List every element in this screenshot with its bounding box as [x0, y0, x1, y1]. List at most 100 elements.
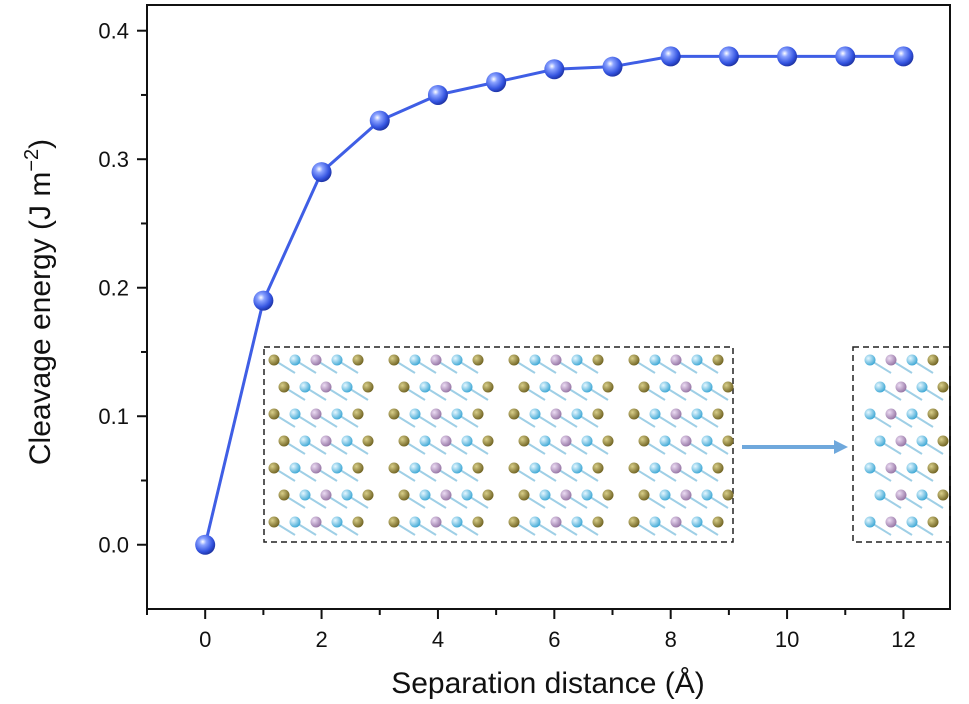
inset-atom	[299, 489, 311, 501]
inset-atom	[937, 489, 949, 501]
inset-atom	[895, 381, 907, 393]
inset-atom	[352, 408, 364, 420]
inset-atom	[937, 435, 949, 447]
inset-atom	[362, 381, 374, 393]
inset-atom	[472, 516, 484, 528]
plot-frame	[146, 4, 951, 610]
inset-atom	[320, 381, 332, 393]
inset-atom	[571, 516, 583, 528]
inset-atom	[602, 435, 614, 447]
inset-atom	[712, 354, 724, 366]
inset-atom	[482, 489, 494, 501]
inset-atom	[638, 489, 650, 501]
inset-atom	[722, 489, 734, 501]
inset-atom	[571, 462, 583, 474]
inset-atom	[937, 381, 949, 393]
inset-atom	[529, 354, 541, 366]
inset-atom	[560, 381, 572, 393]
data-point	[718, 46, 739, 67]
inset-atom	[638, 381, 650, 393]
y-tick-label: 0.3	[98, 147, 129, 172]
inset-atom	[409, 516, 421, 528]
inset-atom	[419, 435, 431, 447]
inset-atom	[388, 462, 400, 474]
inset-atom	[278, 489, 290, 501]
x-tick-label: 6	[548, 627, 560, 652]
inset-atom	[602, 381, 614, 393]
inset-atom	[680, 435, 692, 447]
inset-atom	[916, 489, 928, 501]
inset-atom	[649, 354, 661, 366]
inset-atom	[409, 354, 421, 366]
data-points	[195, 46, 914, 555]
inset-atom	[430, 462, 442, 474]
inset-atom	[278, 381, 290, 393]
inset-atom	[398, 435, 410, 447]
inset-atom	[670, 408, 682, 420]
inset-atom	[409, 408, 421, 420]
inset-atom	[362, 489, 374, 501]
x-tick-label: 4	[432, 627, 444, 652]
inset-atom	[451, 462, 463, 474]
inset-atom	[508, 354, 520, 366]
inset-atom	[461, 489, 473, 501]
x-tick-label: 10	[775, 627, 799, 652]
inset-atom	[560, 489, 572, 501]
data-point	[602, 56, 623, 77]
inset-atom	[310, 462, 322, 474]
y-tick-label: 0.0	[98, 533, 129, 558]
inset-atom	[712, 462, 724, 474]
inset-atom	[320, 435, 332, 447]
inset-atom	[341, 381, 353, 393]
data-point	[195, 534, 216, 555]
inset-atom	[927, 354, 939, 366]
inset-atom	[461, 381, 473, 393]
inset-atom	[659, 381, 671, 393]
inset-atom	[592, 516, 604, 528]
inset-atom	[628, 462, 640, 474]
inset-atom	[927, 462, 939, 474]
inset-atom	[539, 381, 551, 393]
inset-atom	[592, 408, 604, 420]
inset-atom	[472, 354, 484, 366]
inset-atom	[289, 408, 301, 420]
inset-box-cleaved	[263, 346, 734, 543]
inset-atom	[310, 408, 322, 420]
inset-atom	[341, 489, 353, 501]
inset-atom	[440, 435, 452, 447]
inset-atom	[571, 354, 583, 366]
inset-atom	[278, 435, 290, 447]
inset-atom	[310, 516, 322, 528]
inset-atom	[628, 516, 640, 528]
inset-atom	[670, 516, 682, 528]
inset-atom	[916, 381, 928, 393]
inset-atom	[331, 516, 343, 528]
inset-atom	[362, 435, 374, 447]
inset-arrow-head	[834, 440, 848, 454]
inset-atom	[289, 516, 301, 528]
inset-atom	[906, 516, 918, 528]
inset-atom	[539, 435, 551, 447]
inset-atom	[864, 462, 876, 474]
inset-atom	[659, 489, 671, 501]
inset-atom	[691, 516, 703, 528]
inset-atom	[268, 354, 280, 366]
inset-atom	[398, 381, 410, 393]
inset-atom	[388, 516, 400, 528]
inset-atom	[550, 516, 562, 528]
inset-atom	[430, 516, 442, 528]
y-tick-label: 0.2	[98, 276, 129, 301]
inset-atom	[388, 354, 400, 366]
data-point	[253, 290, 274, 311]
data-point	[544, 59, 565, 80]
inset-atom	[529, 462, 541, 474]
inset-atom	[341, 435, 353, 447]
inset-atom	[895, 489, 907, 501]
inset-atom	[299, 435, 311, 447]
inset-atom	[638, 435, 650, 447]
inset-atom	[680, 489, 692, 501]
inset-atom	[628, 408, 640, 420]
inset-atom	[518, 489, 530, 501]
y-tick-label: 0.4	[98, 19, 129, 44]
inset-atom	[529, 516, 541, 528]
